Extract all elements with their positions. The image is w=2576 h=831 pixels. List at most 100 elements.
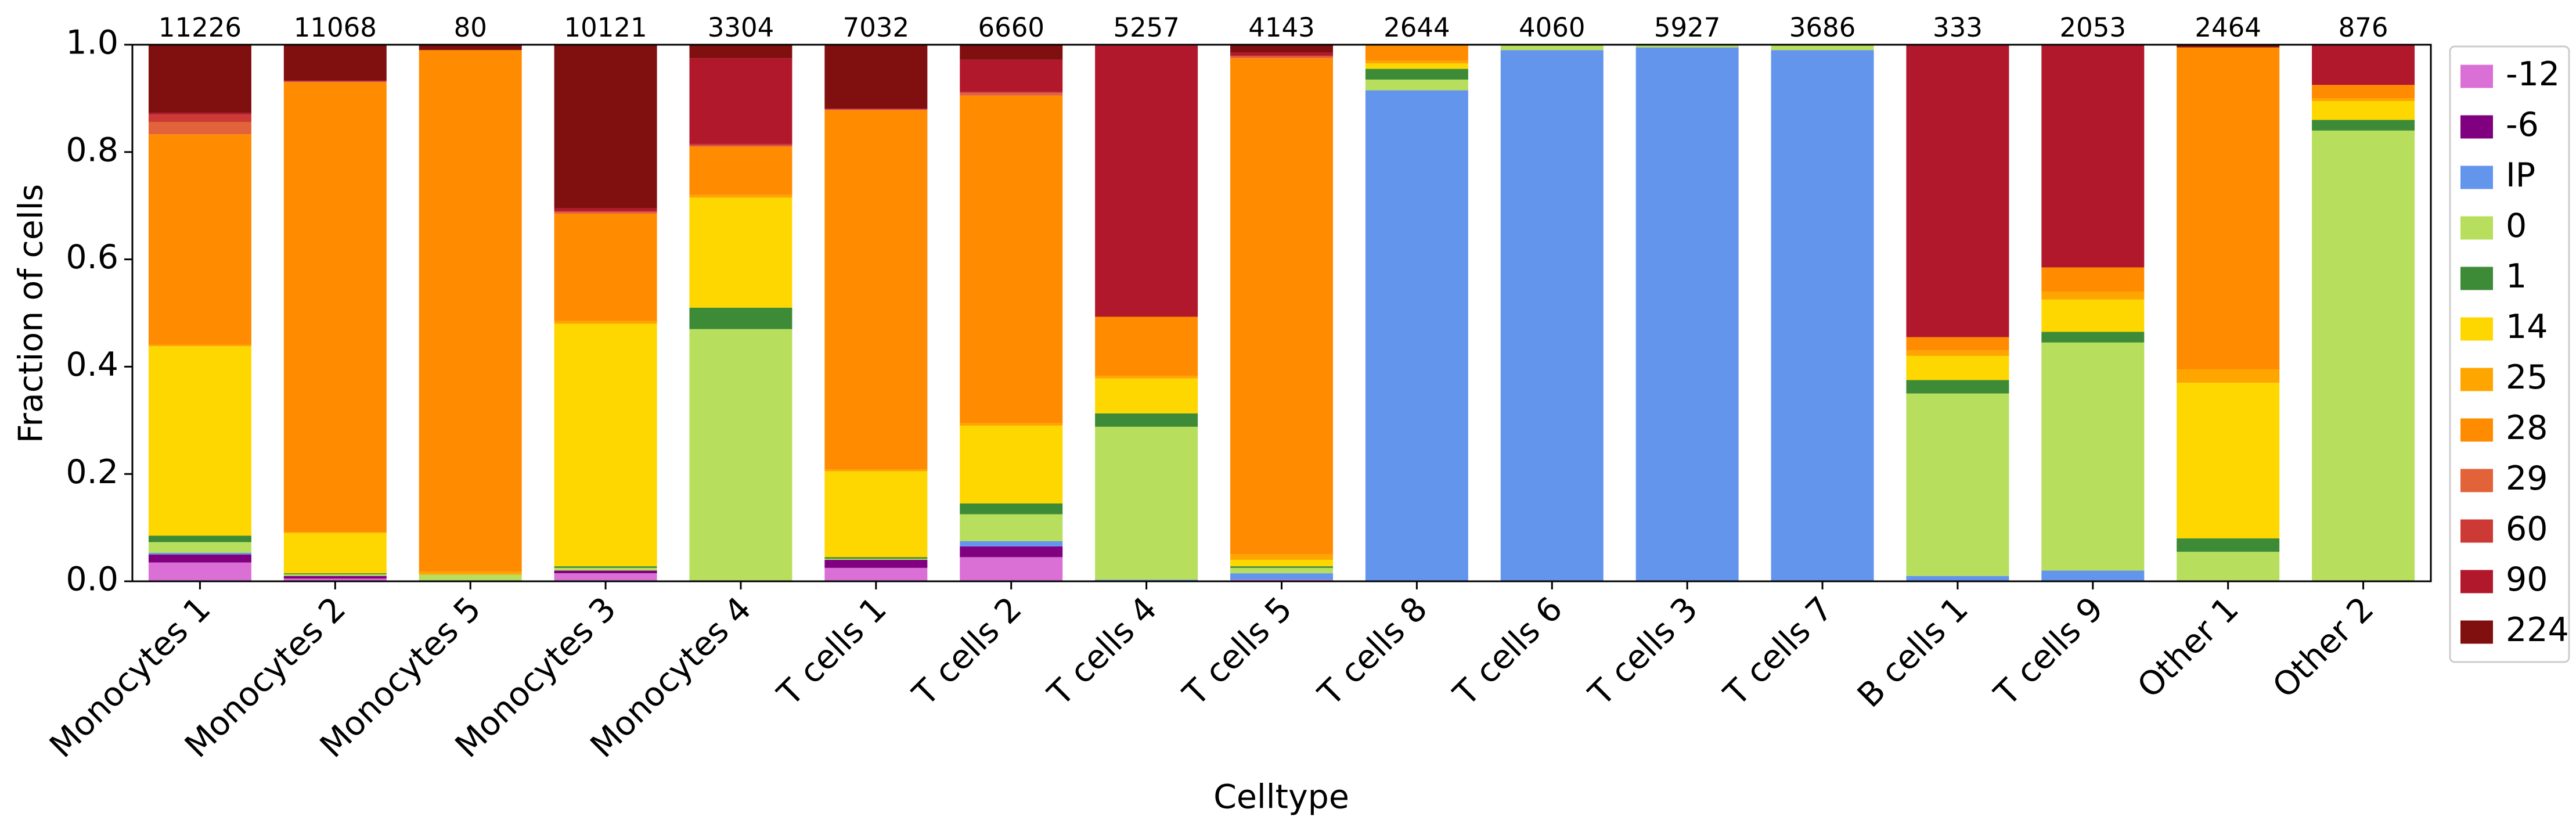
legend-label: IP [2506,156,2535,195]
x-tick-label: T cells 8 [1311,589,1435,714]
bar-segment [824,45,928,109]
legend-label: -6 [2506,106,2539,144]
bar-segment [2177,538,2280,552]
bar-segment [283,575,387,579]
bar-segment [1230,573,1333,580]
legend-label: 224 [2506,611,2569,649]
bar-annotation: 876 [2339,12,2388,43]
bar-segment [689,307,792,329]
legend-label: 60 [2506,510,2548,548]
bar-segment [2312,101,2415,120]
bar-segment [1635,45,1739,48]
bar-segment [148,344,251,347]
legend-label: 28 [2506,409,2548,447]
bar-segment [283,578,387,581]
bar-segment [2312,120,2415,131]
bar-segment [1095,376,1198,379]
bar-segment [1230,45,1333,53]
y-tick-label: 0.6 [66,238,118,276]
x-tick-label: T cells 6 [1446,589,1570,714]
x-tick-label: T cells 3 [1581,589,1705,714]
bar-annotation: 4060 [1519,12,1586,43]
bar-segment [1906,337,2009,351]
bar-segment [1230,56,1333,59]
bar-annotation: 4143 [1248,12,1315,43]
bar-segment [824,110,928,470]
legend-frame [2449,45,2570,663]
bar-segment [1230,52,1333,56]
legend-swatch [2460,368,2493,391]
bar-annotation: 7032 [843,12,910,43]
x-tick-label: T cells 5 [1176,589,1300,714]
bar-segment [824,567,928,581]
bar-segment [283,82,387,532]
bar-segment [1230,560,1333,567]
x-tick-label: T cells 7 [1716,589,1840,714]
bar-segment [689,45,792,59]
legend-swatch [2460,64,2493,88]
bar-segment [554,567,657,571]
bar-segment [148,45,251,113]
bar-annotation: 5257 [1113,12,1180,43]
bar-segment [1365,80,1468,91]
bar-segment [960,503,1063,515]
bar-segment [2041,299,2145,332]
y-axis-label: Fraction of cells [12,184,51,443]
bar-segment [148,114,251,123]
bar-annotation: 10121 [564,12,647,43]
bar-segment [148,542,251,553]
bar-segment [960,557,1063,581]
bar-segment [960,93,1063,96]
bar-annotation: 2053 [2060,12,2127,43]
x-tick-label: T cells 1 [770,589,894,714]
bar-segment [2312,85,2415,99]
legend-label: 25 [2506,358,2548,397]
x-tick-label: Other 1 [2130,589,2246,706]
bar-segment [1906,355,2009,380]
bar-segment [2312,45,2415,85]
bar-segment [2177,369,2280,383]
bar-segment [1095,378,1198,413]
bar-segment [148,113,251,115]
legend-swatch [2460,216,2493,240]
bar-segment [283,45,387,81]
legend-label: 14 [2506,308,2548,346]
bar-segment [824,469,928,472]
bar-segment [1635,47,1739,582]
legend-swatch [2460,519,2493,543]
bar-segment [1095,316,1198,376]
bar-segment [2041,267,2145,292]
bar-segment [1365,60,1468,64]
bar-segment [1906,575,2009,581]
bar-segment [1095,426,1198,580]
bar-segment [283,81,387,82]
bar-segment [824,559,928,560]
bar-segment [554,570,657,574]
legend-swatch [2460,267,2493,290]
bar-segment [2041,570,2145,581]
bar-annotation: 333 [1933,12,1983,43]
x-tick-label: B cells 1 [1850,589,1976,715]
legend-label: 29 [2506,459,2548,498]
y-tick-label: 0.8 [66,131,118,169]
bar-segment [2041,292,2145,300]
bar-segment [1095,45,1198,317]
bar-segment [689,143,792,146]
y-tick-label: 1.0 [66,24,118,62]
bar-segment [1095,413,1198,427]
legend-swatch [2460,317,2493,341]
bar-segment [554,45,657,208]
bar-segment [148,346,251,536]
bar-segment [689,145,792,147]
bar-segment [824,109,928,110]
bar-segment [1500,45,1604,51]
bar-annotation: 3686 [1789,12,1856,43]
bar-segment [689,329,792,581]
bar-segment [419,574,522,581]
bar-segment [1230,58,1333,555]
bar-segment [1230,567,1333,574]
x-axis-label: Celltype [1213,778,1349,816]
x-tick-label: T cells 2 [905,589,1029,714]
bar-segment [419,50,522,572]
y-tick-label: 0.4 [66,346,118,384]
